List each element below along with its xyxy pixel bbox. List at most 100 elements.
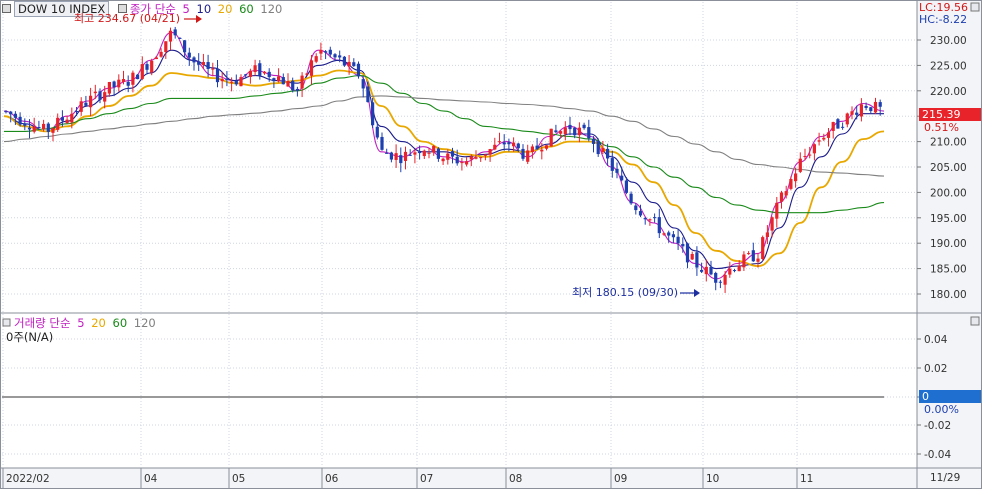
candle-up bbox=[530, 146, 534, 153]
candle-up bbox=[286, 80, 290, 87]
y-tick-label: 190.00 bbox=[930, 238, 967, 250]
y-tick-label: 210.00 bbox=[930, 137, 967, 149]
candle-up bbox=[441, 158, 445, 162]
candle-down bbox=[615, 168, 619, 173]
high-annotation: 최고 234.67 (04/21) bbox=[74, 12, 181, 25]
candle-down bbox=[878, 102, 882, 107]
ma-legend-120: 120 bbox=[260, 2, 283, 16]
volume-ma-120: 120 bbox=[133, 316, 156, 330]
candle-up bbox=[201, 62, 205, 66]
candle-down bbox=[624, 180, 628, 193]
candle-up bbox=[460, 162, 464, 164]
candle-down bbox=[328, 49, 332, 55]
candle-down bbox=[502, 142, 506, 145]
volume-ma-60: 60 bbox=[112, 316, 128, 330]
candle-down bbox=[671, 234, 675, 238]
candle-up bbox=[446, 153, 450, 160]
top-panel-toggle[interactable] bbox=[2, 4, 11, 13]
candle-down bbox=[380, 136, 384, 150]
candle-down bbox=[295, 88, 299, 91]
candle-up bbox=[211, 68, 215, 70]
candle-up bbox=[794, 173, 798, 182]
candle-up bbox=[577, 127, 581, 136]
candle-down bbox=[23, 123, 27, 126]
candle-down bbox=[582, 124, 586, 129]
candle-up bbox=[89, 95, 93, 108]
candle-up bbox=[159, 51, 163, 57]
candle-up bbox=[648, 219, 652, 221]
candle-down bbox=[9, 111, 13, 115]
candle-up bbox=[42, 123, 46, 130]
candle-up bbox=[549, 128, 553, 147]
top-panel-menu-button[interactable] bbox=[970, 2, 980, 12]
candle-down bbox=[27, 127, 32, 130]
bottom-panel-collapse-button[interactable] bbox=[2, 318, 11, 327]
candle-up bbox=[107, 81, 111, 94]
low-annotation: 최저 180.15 (09/30) bbox=[572, 286, 679, 299]
index-title[interactable]: DOW 10 INDEX bbox=[14, 1, 110, 17]
candle-up bbox=[817, 140, 821, 142]
candle-down bbox=[568, 124, 572, 130]
candle-up bbox=[248, 70, 252, 77]
candle-up bbox=[154, 57, 158, 60]
candle-up bbox=[728, 268, 732, 275]
candle-down bbox=[385, 152, 389, 154]
candle-down bbox=[267, 71, 271, 78]
candle-down bbox=[591, 138, 596, 144]
candle-down bbox=[98, 91, 102, 100]
ma-line-20 bbox=[3, 69, 885, 268]
x-tick-label: 07 bbox=[420, 473, 433, 485]
candle-down bbox=[145, 64, 149, 70]
candle-up bbox=[601, 147, 605, 153]
volume-tick-label: 0.02 bbox=[924, 363, 947, 375]
candle-up bbox=[465, 161, 469, 165]
candle-down bbox=[554, 130, 558, 133]
candle-up bbox=[798, 158, 802, 172]
top-legend: DOW 10 INDEX 종가 단순 5 10 20 60 120 bbox=[2, 1, 285, 17]
volume-change-label: 0.00% bbox=[924, 403, 959, 416]
candle-up bbox=[803, 156, 807, 158]
candle-up bbox=[775, 202, 779, 219]
candle-up bbox=[117, 79, 121, 88]
y-tick-label: 225.00 bbox=[930, 60, 967, 72]
candle-up bbox=[765, 232, 769, 238]
candle-down bbox=[643, 218, 647, 220]
candle-up bbox=[831, 122, 835, 131]
y-tick-label: 195.00 bbox=[930, 213, 967, 225]
ma-legend-5: 5 bbox=[182, 2, 190, 16]
candle-up bbox=[51, 128, 55, 133]
candle-down bbox=[535, 145, 539, 150]
candle-down bbox=[455, 156, 459, 164]
candle-up bbox=[432, 145, 436, 153]
candle-up bbox=[347, 61, 351, 67]
moving-average-lines bbox=[3, 31, 885, 280]
candle-down bbox=[60, 117, 64, 121]
candle-down bbox=[516, 143, 520, 149]
ma-legend-60: 60 bbox=[239, 2, 254, 16]
candle-down bbox=[234, 80, 238, 85]
candle-up bbox=[79, 101, 83, 112]
volume-value-tag: 0 bbox=[919, 390, 981, 403]
candle-down bbox=[751, 250, 755, 262]
candle-up bbox=[309, 60, 314, 76]
candle-down bbox=[366, 86, 370, 103]
bottom-panel-menu-button[interactable] bbox=[970, 316, 980, 326]
candle-up bbox=[300, 75, 304, 89]
ma-toggle[interactable] bbox=[117, 4, 127, 13]
candle-up bbox=[469, 156, 473, 160]
candle-up bbox=[239, 77, 243, 87]
candle-up bbox=[319, 49, 323, 54]
candle-up bbox=[873, 101, 878, 113]
candle-up bbox=[479, 157, 483, 159]
ma-legend-10: 10 bbox=[196, 2, 212, 16]
candle-down bbox=[206, 62, 210, 69]
candle-up bbox=[253, 65, 257, 73]
volume-ma-5: 5 bbox=[77, 316, 85, 330]
candle-down bbox=[436, 148, 440, 159]
candle-up bbox=[559, 131, 563, 134]
candle-up bbox=[747, 253, 751, 255]
candle-down bbox=[389, 152, 393, 160]
right-axis-background bbox=[917, 0, 982, 489]
candle-up bbox=[427, 152, 431, 154]
